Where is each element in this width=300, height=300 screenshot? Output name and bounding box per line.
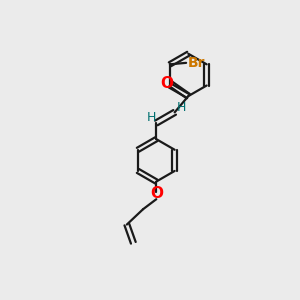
Text: H: H: [176, 101, 186, 114]
Text: Br: Br: [188, 56, 205, 70]
Text: H: H: [146, 111, 156, 124]
Text: O: O: [160, 76, 173, 91]
Text: O: O: [150, 186, 163, 201]
